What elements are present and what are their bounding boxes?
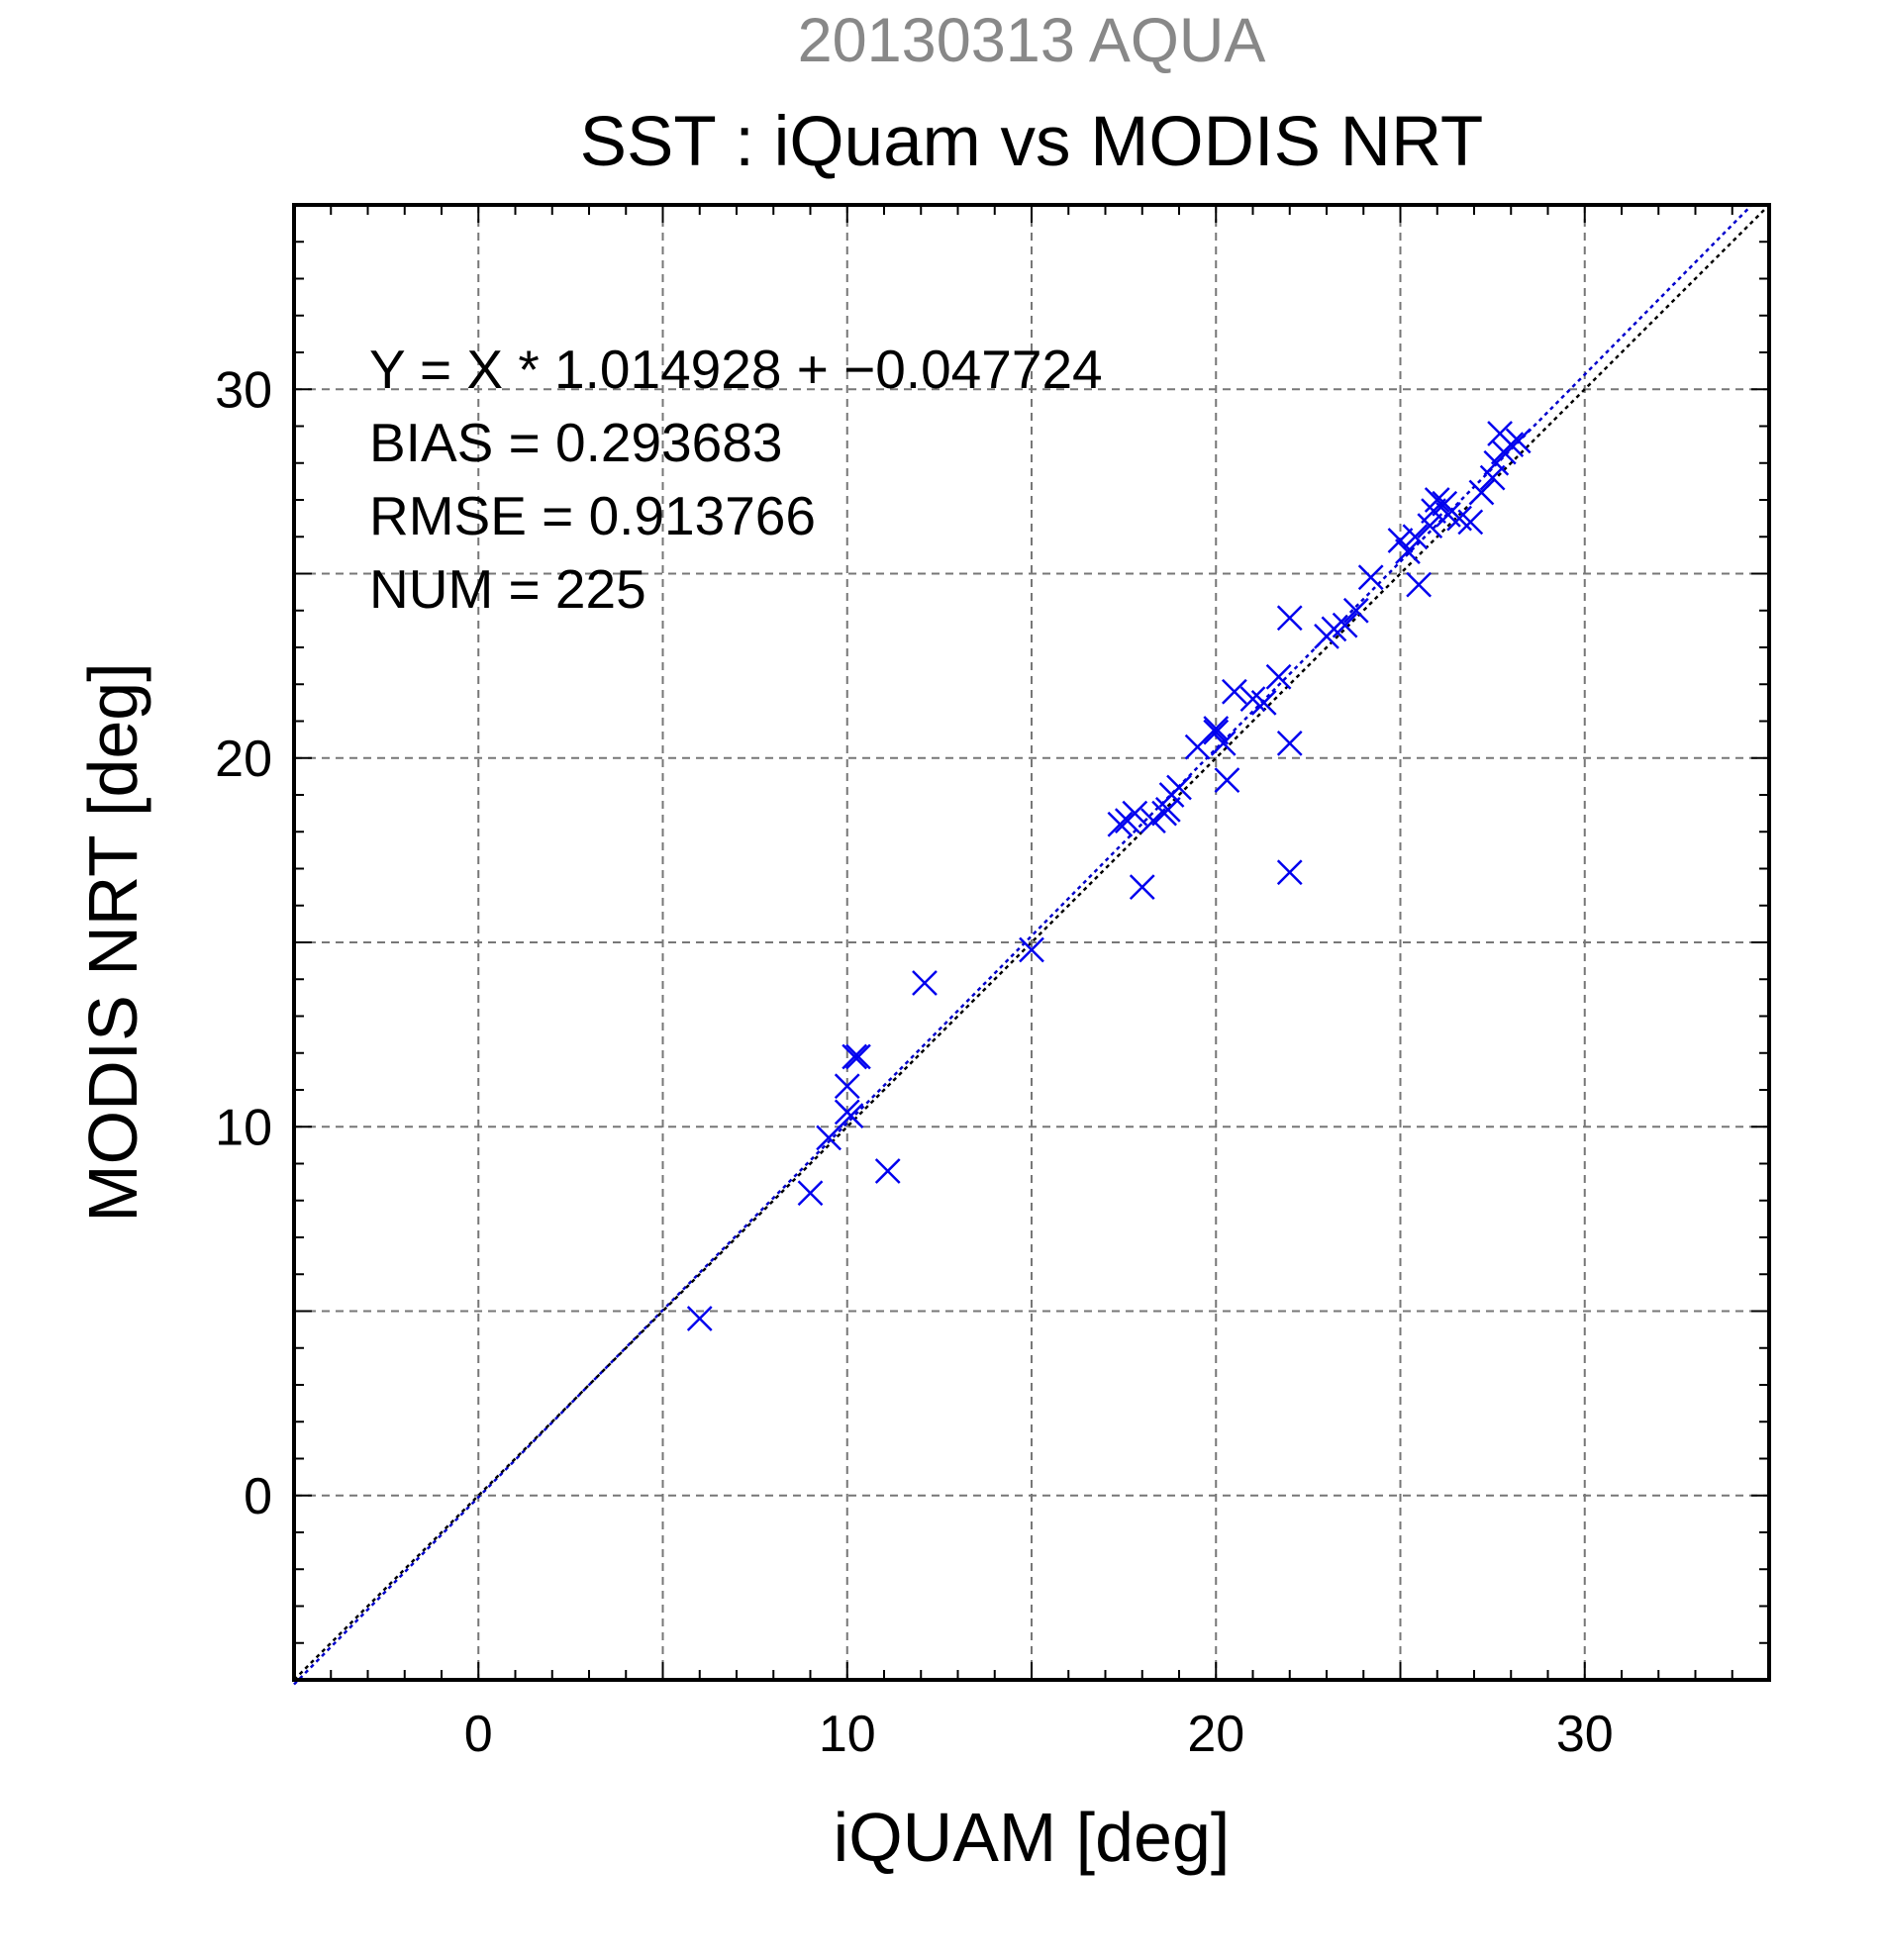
y-tick-label: 10 (215, 1099, 272, 1156)
y-tick-label: 20 (215, 731, 272, 788)
data-point (1276, 605, 1303, 632)
bias-value: BIAS = 0.293683 (369, 412, 782, 473)
data-point (1487, 421, 1513, 446)
x-axis-label: iQUAM [deg] (834, 1799, 1231, 1876)
data-point (1457, 509, 1484, 536)
plot-frame (292, 203, 1771, 1682)
data-point (1505, 428, 1532, 454)
data-point (1203, 716, 1230, 741)
x-tick-label: 20 (1187, 1706, 1244, 1763)
data-point (1402, 524, 1429, 550)
data-point (1387, 528, 1414, 553)
identity-line (293, 204, 1770, 1681)
stats-block: Y = X * 1.014928 + −0.047724 BIAS = 0.29… (369, 339, 1103, 620)
data-point (1122, 800, 1148, 827)
grid (294, 205, 1769, 1680)
x-tick-labels: 0 10 20 30 (464, 1706, 1614, 1763)
data-point (797, 1180, 824, 1207)
data-point (1483, 449, 1510, 476)
data-point (1265, 663, 1292, 690)
x-tick-label: 30 (1556, 1706, 1614, 1763)
data-point (1395, 539, 1421, 565)
data-point (1154, 797, 1181, 823)
data-point (686, 1306, 713, 1331)
data-point (1140, 808, 1166, 833)
data-point (1479, 464, 1506, 491)
data-point (1432, 490, 1458, 517)
x-tick-label: 10 (819, 1706, 876, 1763)
y-tick-label: 30 (215, 361, 272, 419)
rmse-value: RMSE = 0.913766 (369, 485, 816, 546)
data-point (845, 1043, 871, 1070)
data-point (1019, 936, 1044, 963)
data-point (1276, 859, 1303, 886)
data-point (874, 1158, 901, 1184)
data-point (838, 1103, 864, 1128)
data-points (686, 421, 1532, 1331)
data-point (1421, 498, 1446, 525)
data-point (1210, 730, 1237, 756)
y-tick-label: 0 (244, 1468, 272, 1525)
data-point (1129, 874, 1155, 901)
data-point (1221, 678, 1247, 705)
data-point (842, 1043, 868, 1070)
fit-line (293, 204, 1753, 1686)
data-point (1406, 571, 1433, 598)
data-point (1342, 597, 1369, 624)
num-value: NUM = 225 (369, 558, 646, 620)
data-point (834, 1073, 860, 1100)
y-axis-label: MODIS NRT [deg] (74, 662, 151, 1222)
data-point (1276, 730, 1303, 756)
fit-equation: Y = X * 1.014928 + −0.047724 (369, 339, 1103, 400)
data-point (1203, 719, 1230, 745)
data-point (816, 1125, 842, 1151)
data-point (1166, 774, 1192, 801)
date-title: 20130313 AQUA (798, 6, 1266, 75)
data-point (1332, 612, 1358, 638)
data-point (1417, 513, 1443, 539)
data-point (1250, 689, 1277, 716)
data-point (1357, 564, 1384, 591)
y-tick-labels: 0 10 20 30 (215, 361, 272, 1525)
data-point (1107, 811, 1134, 837)
reference-lines (293, 204, 1770, 1686)
chart-title: SST : iQuam vs MODIS NRT (580, 103, 1484, 181)
x-tick-label: 0 (464, 1706, 493, 1763)
data-point (1214, 767, 1240, 793)
data-point (912, 970, 938, 996)
data-point (1468, 479, 1495, 506)
